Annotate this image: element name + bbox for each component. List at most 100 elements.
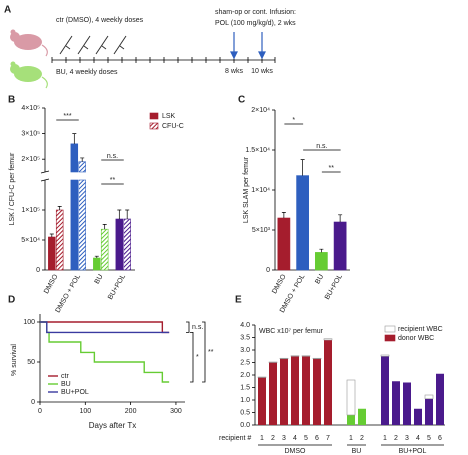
bar — [313, 358, 321, 425]
y-tick-label: 1×10⁴ — [251, 187, 270, 194]
timeline-label: ctr (DMSO), 4 weekly doses — [56, 17, 144, 24]
y-tick-label: 5×10³ — [252, 227, 271, 234]
x-tick-label: BU — [94, 273, 105, 285]
panel-letter: C — [238, 95, 245, 106]
bar — [70, 179, 79, 271]
bar — [312, 357, 322, 360]
error-bar — [80, 157, 85, 162]
bar — [290, 355, 300, 357]
y-tick-label: 4×10⁵ — [21, 105, 40, 112]
survival-line — [40, 321, 170, 334]
bar — [403, 382, 411, 425]
annotation: * — [292, 117, 295, 124]
group-label: BU — [352, 448, 362, 455]
y-tick-label: 3×10⁵ — [21, 130, 40, 137]
annotation: * — [196, 354, 199, 361]
error-bar — [125, 209, 130, 219]
error-bar — [94, 255, 99, 258]
panel-letter: A — [4, 5, 11, 16]
group-label: DMSO — [285, 448, 307, 455]
x-tick-label: BU — [314, 273, 325, 285]
bar — [70, 143, 79, 173]
x-tick-label: DMSO + POL — [55, 273, 83, 314]
x-tick-label: 6 — [315, 435, 319, 442]
y-tick-label: 2.5 — [240, 359, 250, 366]
error-bar — [72, 133, 77, 144]
bar — [380, 354, 390, 357]
x-tick-label: 7 — [326, 435, 330, 442]
bar — [258, 377, 266, 425]
survival-line — [40, 321, 170, 334]
x-tick-label: DMSO — [271, 273, 288, 295]
bar — [55, 209, 64, 271]
significance-bracket — [186, 321, 190, 333]
x-tick-label: 1 — [349, 435, 353, 442]
timeline-label: BU, 4 weekly doses — [56, 69, 118, 76]
bar — [358, 408, 366, 425]
axis-break — [40, 170, 50, 182]
x-tick-label: DMSO — [43, 273, 60, 295]
y-tick-label: 0 — [36, 267, 40, 274]
x-tick-label: 300 — [170, 408, 182, 415]
bar — [324, 340, 332, 425]
group-label: BU+POL — [399, 448, 427, 455]
y-tick-label: 0 — [266, 267, 270, 274]
y-axis-label: LSK SLAM per femur — [243, 156, 250, 223]
bar — [315, 252, 328, 271]
bar — [279, 357, 289, 360]
legend-label: LSK — [162, 113, 176, 120]
y-tick-label: 4.0 — [240, 322, 250, 329]
bar — [424, 394, 434, 400]
mouse-bu — [10, 61, 48, 89]
error-bar — [300, 159, 305, 176]
x-tick-label: 200 — [125, 408, 137, 415]
x-tick-label: 6 — [438, 435, 442, 442]
bar — [302, 356, 310, 425]
bar — [392, 381, 400, 425]
error-bar — [49, 233, 54, 237]
legend-swatch — [384, 325, 396, 333]
x-tick-label: 1 — [383, 435, 387, 442]
y-tick-label: 0 — [31, 399, 35, 406]
error-bar — [281, 212, 286, 218]
timeline-panel: A ctr (DMSO), 4 weekly doses BU, 4 weekl… — [4, 5, 296, 89]
bar — [277, 217, 291, 271]
bar — [296, 175, 309, 271]
arrow-label: 10 wks — [251, 68, 273, 75]
bar — [257, 376, 267, 378]
bar — [115, 218, 124, 271]
legend-label: BU — [61, 381, 71, 388]
annotation: ** — [110, 177, 116, 184]
bar — [414, 408, 422, 425]
y-tick-label: 5×10⁴ — [21, 237, 40, 244]
x-tick-label: 5 — [304, 435, 308, 442]
bar — [436, 373, 444, 425]
x-tick-label: 2 — [271, 435, 275, 442]
mouse-ctr — [10, 29, 48, 57]
arrow-label: 8 wks — [225, 68, 243, 75]
legend-label: BU+POL — [61, 389, 89, 396]
legend-label: donor WBC — [398, 335, 434, 342]
error-bar — [117, 209, 122, 219]
x-tick-label: 0 — [38, 408, 42, 415]
infusion-label: POL (100 mg/kg/d), 2 wks — [215, 20, 296, 27]
y-tick-label: 50 — [27, 359, 35, 366]
y-tick-label: 100 — [23, 319, 35, 326]
x-tick-label: 1 — [260, 435, 264, 442]
legend-label: recipient WBC — [398, 326, 443, 333]
bar — [301, 355, 311, 357]
bar — [78, 179, 86, 271]
x-tick-label: 4 — [416, 435, 420, 442]
bar — [48, 236, 56, 271]
y-tick-label: 2×10⁵ — [21, 156, 40, 163]
x-tick-label: 3 — [282, 435, 286, 442]
y-tick-label: 3.5 — [240, 334, 250, 341]
x-tick-label: BU+POL — [107, 273, 127, 301]
bar — [269, 362, 277, 425]
legend-swatch — [384, 334, 396, 342]
x-tick-label: 100 — [79, 408, 91, 415]
legend-label: CFU-C — [162, 123, 184, 130]
error-bar — [338, 214, 343, 222]
x-tick-label: 5 — [427, 435, 431, 442]
